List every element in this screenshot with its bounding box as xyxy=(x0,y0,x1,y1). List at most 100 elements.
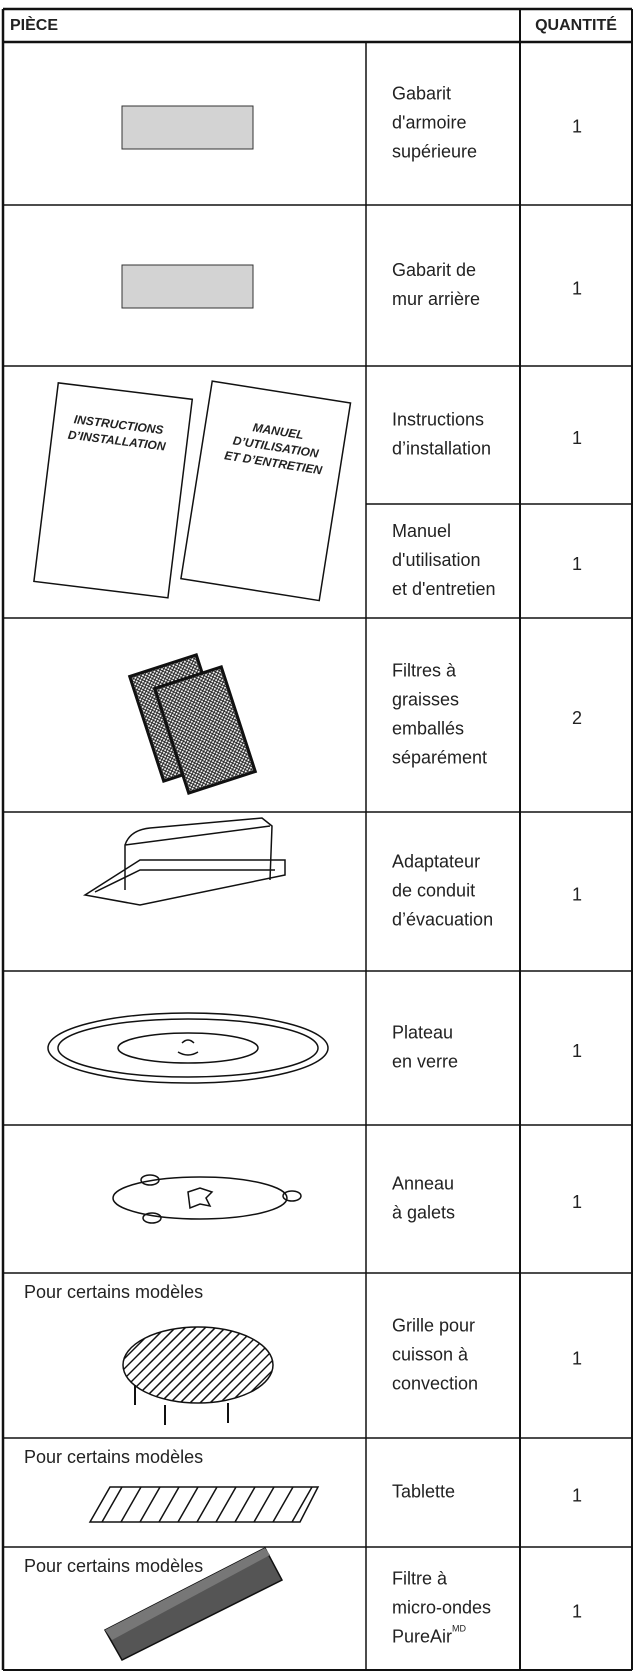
rack-bar xyxy=(123,1327,139,1403)
rack-bar xyxy=(127,1327,209,1403)
rack-bar xyxy=(38,1325,118,1405)
quantity: 1 xyxy=(572,116,582,136)
shelf-bar xyxy=(158,1486,180,1523)
description: graisses xyxy=(392,689,459,709)
header-part: PIÈCE xyxy=(10,15,58,34)
description: Anneau xyxy=(392,1173,454,1193)
shelf-bar xyxy=(101,1486,123,1523)
tray-hub xyxy=(177,1039,199,1056)
shelf-bar xyxy=(234,1486,256,1523)
rack-bar xyxy=(123,1327,179,1403)
roller xyxy=(140,1174,160,1186)
superscript: MD xyxy=(452,1624,466,1634)
rack-bar xyxy=(123,1327,169,1403)
rack-bar xyxy=(123,1327,199,1403)
description: mur arrière xyxy=(392,289,480,309)
note: Pour certains modèles xyxy=(24,1282,203,1302)
rack-bar xyxy=(207,1327,273,1403)
description: PureAirMD xyxy=(392,1624,467,1646)
description: Adaptateur xyxy=(392,851,480,871)
description: d’installation xyxy=(392,438,491,458)
rack-bar xyxy=(197,1327,273,1403)
description: Grille pour xyxy=(392,1315,475,1335)
quantity: 2 xyxy=(572,708,582,728)
template xyxy=(121,105,254,150)
rack-bar xyxy=(123,1327,189,1403)
quantity: 1 xyxy=(572,428,582,448)
description: séparément xyxy=(392,747,487,767)
shelf-bar xyxy=(120,1486,142,1523)
description: Filtre à xyxy=(392,1568,448,1588)
description: d'utilisation xyxy=(392,550,481,570)
cover-page xyxy=(33,382,194,599)
description: et d'entretien xyxy=(392,579,496,599)
rack-bar xyxy=(217,1327,273,1403)
rack-bar xyxy=(167,1327,249,1403)
template xyxy=(121,264,254,309)
description: Instructions xyxy=(392,409,484,429)
description: d'armoire xyxy=(392,112,466,132)
note: Pour certains modèles xyxy=(24,1447,203,1467)
rack xyxy=(38,1325,273,1405)
cover-page xyxy=(180,380,352,602)
quantity: 1 xyxy=(572,1192,582,1212)
quantity: 1 xyxy=(572,1041,582,1061)
description: supérieure xyxy=(392,141,477,161)
rack-bar xyxy=(267,1327,273,1403)
description: micro-ondes xyxy=(392,1597,491,1617)
quantity: 1 xyxy=(572,278,582,298)
shelf-bar xyxy=(253,1486,275,1523)
description: de conduit xyxy=(392,880,475,900)
roller xyxy=(142,1212,162,1224)
rack-bar xyxy=(123,1327,129,1403)
rack-bar xyxy=(257,1327,273,1403)
shelf-bar xyxy=(272,1486,294,1523)
rack-rim xyxy=(122,1326,274,1404)
filter xyxy=(152,664,258,796)
description: Filtres à xyxy=(392,660,457,680)
ring-hub xyxy=(187,1187,214,1210)
tray xyxy=(117,1032,259,1064)
rack-bar xyxy=(247,1327,273,1403)
filter-body xyxy=(152,664,258,796)
description: Manuel xyxy=(392,521,451,541)
adapter xyxy=(82,817,286,906)
description: emballés xyxy=(392,718,464,738)
description: cuisson à xyxy=(392,1344,469,1364)
description: convection xyxy=(392,1373,478,1393)
description: Tablette xyxy=(392,1481,455,1501)
quantity: 1 xyxy=(572,884,582,904)
description: d’évacuation xyxy=(392,909,493,929)
rack-bar xyxy=(147,1327,229,1403)
shelf-bar xyxy=(215,1486,237,1523)
description: Gabarit xyxy=(392,83,451,103)
quantity: 1 xyxy=(572,1348,582,1368)
description: en verre xyxy=(392,1051,458,1071)
description: Plateau xyxy=(392,1022,453,1042)
roller xyxy=(282,1190,302,1202)
tray xyxy=(57,1018,319,1078)
ring xyxy=(112,1176,288,1220)
header-quantity: QUANTITÉ xyxy=(535,15,617,34)
shelf-bar xyxy=(291,1486,313,1523)
rack-bar xyxy=(227,1327,273,1403)
description: Gabarit de xyxy=(392,260,476,280)
rack-bar xyxy=(157,1327,239,1403)
quantity: 1 xyxy=(572,1485,582,1505)
quantity: 1 xyxy=(572,1601,582,1621)
shelf-bar xyxy=(196,1486,218,1523)
pureair-top xyxy=(105,1548,270,1640)
rack-bar xyxy=(137,1327,219,1403)
rack-bar xyxy=(177,1327,259,1403)
tray xyxy=(47,1012,329,1084)
quantity: 1 xyxy=(572,554,582,574)
rack-bar xyxy=(187,1327,269,1403)
shelf-bar xyxy=(177,1486,199,1523)
note: Pour certains modèles xyxy=(24,1556,203,1576)
shelf-bar xyxy=(139,1486,161,1523)
description: à galets xyxy=(392,1202,455,1222)
shelf xyxy=(88,1486,320,1523)
